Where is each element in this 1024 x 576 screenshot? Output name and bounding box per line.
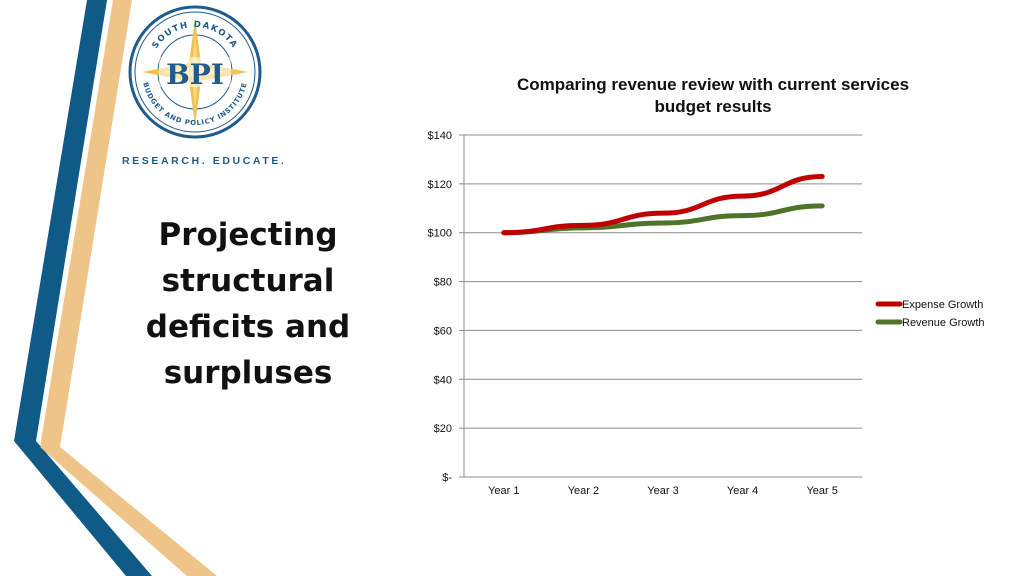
- chart-title: Comparing revenue review with current se…: [470, 74, 956, 118]
- blue-stripe-lower: [14, 441, 152, 576]
- blue-stripe-upper: [14, 0, 107, 441]
- slide-title-line: deficits and: [145, 309, 351, 345]
- y-tick-label: $-: [442, 472, 452, 484]
- slide-title-line: surpluses: [163, 355, 333, 391]
- x-tick-label: Year 5: [806, 485, 837, 497]
- legend-label: Expense Growth: [902, 299, 983, 311]
- y-tick-label: $80: [434, 277, 452, 289]
- y-tick-label: $100: [428, 228, 452, 240]
- x-tick-label: Year 2: [568, 485, 599, 497]
- chart-title-line: Comparing revenue review with current se…: [516, 75, 910, 94]
- bpi-logo: SOUTH DAKOTA BUDGET AND POLICY INSTITUTE…: [128, 5, 262, 139]
- y-tick-label: $40: [434, 374, 452, 386]
- y-tick-label: $20: [434, 423, 452, 435]
- x-tick-label: Year 3: [647, 485, 678, 497]
- legend-label: Revenue Growth: [902, 317, 985, 329]
- y-tick-label: $120: [428, 179, 452, 191]
- x-tick-label: Year 1: [488, 485, 519, 497]
- chart-title-line: budget results: [654, 97, 772, 116]
- y-tick-label: $60: [434, 325, 452, 337]
- tan-stripe-upper: [40, 0, 132, 447]
- tagline: RESEARCH. EDUCATE.: [122, 155, 287, 167]
- slide-title-line: Projecting: [158, 217, 338, 253]
- slide-title-line: structural: [161, 263, 335, 299]
- slide-title: Projecting structural deficits and surpl…: [130, 212, 366, 396]
- logo-initials: BPI: [166, 58, 224, 91]
- y-tick-label: $140: [428, 130, 452, 142]
- x-tick-label: Year 4: [727, 485, 758, 497]
- tan-stripe-lower: [40, 447, 217, 576]
